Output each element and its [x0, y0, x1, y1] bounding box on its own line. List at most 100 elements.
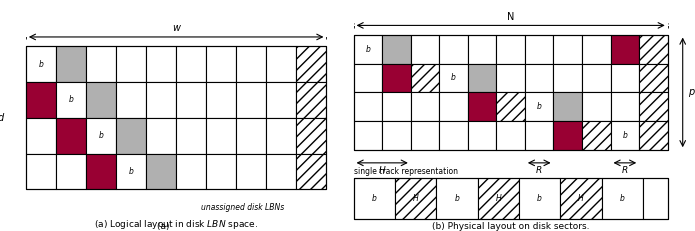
Text: (b) Physical layout on disk sectors.: (b) Physical layout on disk sectors.	[432, 222, 589, 231]
Bar	[602, 178, 643, 219]
Bar	[468, 64, 496, 92]
Text: R: R	[536, 166, 542, 175]
Bar	[146, 46, 176, 82]
Bar	[206, 82, 236, 118]
Bar	[468, 35, 496, 64]
Text: H: H	[379, 166, 386, 175]
Bar	[496, 92, 525, 121]
Bar	[639, 35, 668, 64]
Bar	[611, 35, 639, 64]
Bar	[611, 64, 639, 92]
Bar	[296, 118, 327, 154]
Text: unassigned disk LBNs: unassigned disk LBNs	[201, 203, 284, 212]
Bar	[582, 92, 611, 121]
Text: (a) Logical layout in disk $LBN$ space.: (a) Logical layout in disk $LBN$ space.	[94, 218, 258, 231]
Text: w: w	[172, 24, 180, 33]
Text: b: b	[372, 194, 377, 203]
Bar	[236, 118, 266, 154]
Bar	[176, 46, 206, 82]
Bar	[468, 92, 496, 121]
Bar	[411, 121, 439, 150]
Bar	[116, 118, 146, 154]
Bar	[116, 154, 146, 189]
Bar	[56, 46, 86, 82]
Text: b: b	[69, 95, 74, 104]
Bar	[354, 64, 382, 92]
Bar	[382, 121, 411, 150]
Bar	[611, 121, 639, 150]
Bar	[525, 35, 553, 64]
Bar	[582, 35, 611, 64]
Text: H: H	[496, 194, 501, 203]
Bar	[611, 92, 639, 121]
Bar	[354, 35, 382, 64]
Bar	[296, 154, 327, 189]
Bar	[266, 46, 296, 82]
Bar	[582, 64, 611, 92]
Bar	[86, 118, 116, 154]
Bar	[382, 92, 411, 121]
Bar	[639, 121, 668, 150]
Bar	[146, 118, 176, 154]
Bar	[553, 64, 582, 92]
Text: (a): (a)	[157, 222, 173, 231]
Bar	[439, 35, 468, 64]
Bar	[411, 92, 439, 121]
Bar	[296, 82, 327, 118]
Text: N: N	[507, 12, 514, 22]
Bar	[266, 154, 296, 189]
Text: b: b	[537, 102, 541, 111]
Bar	[643, 178, 668, 219]
Bar	[525, 121, 553, 150]
Text: d: d	[0, 113, 3, 123]
Bar	[439, 121, 468, 150]
Bar	[411, 64, 439, 92]
Bar	[395, 178, 436, 219]
Bar	[56, 118, 86, 154]
Bar	[236, 46, 266, 82]
Bar	[468, 121, 496, 150]
Text: H: H	[578, 194, 584, 203]
Bar	[560, 178, 602, 219]
Bar	[382, 64, 411, 92]
Bar	[206, 118, 236, 154]
Text: b: b	[451, 73, 456, 82]
Bar	[146, 154, 176, 189]
Bar	[582, 121, 611, 150]
Bar	[26, 46, 327, 189]
Bar	[354, 178, 395, 219]
Bar	[639, 64, 668, 92]
Bar	[86, 154, 116, 189]
Bar	[206, 154, 236, 189]
Bar	[496, 121, 525, 150]
Bar	[56, 82, 86, 118]
Text: b: b	[99, 131, 104, 140]
Bar	[553, 35, 582, 64]
Bar	[439, 92, 468, 121]
Bar	[266, 82, 296, 118]
Bar	[176, 82, 206, 118]
Bar	[26, 46, 56, 82]
Text: p: p	[688, 87, 694, 97]
Text: b: b	[366, 45, 370, 54]
Text: b: b	[129, 167, 133, 176]
Bar	[26, 118, 56, 154]
Text: b: b	[38, 60, 43, 69]
Text: b: b	[455, 194, 459, 203]
Bar	[382, 35, 411, 64]
Text: b: b	[620, 194, 625, 203]
Bar	[26, 154, 56, 189]
Bar	[354, 178, 668, 219]
Bar	[354, 92, 382, 121]
Bar	[296, 46, 327, 82]
Bar	[553, 92, 582, 121]
Bar	[266, 118, 296, 154]
Bar	[26, 82, 56, 118]
Bar	[496, 35, 525, 64]
Bar	[86, 82, 116, 118]
Bar	[525, 92, 553, 121]
Text: H: H	[413, 194, 418, 203]
Bar	[86, 46, 116, 82]
Bar	[176, 118, 206, 154]
Text: R: R	[622, 166, 628, 175]
